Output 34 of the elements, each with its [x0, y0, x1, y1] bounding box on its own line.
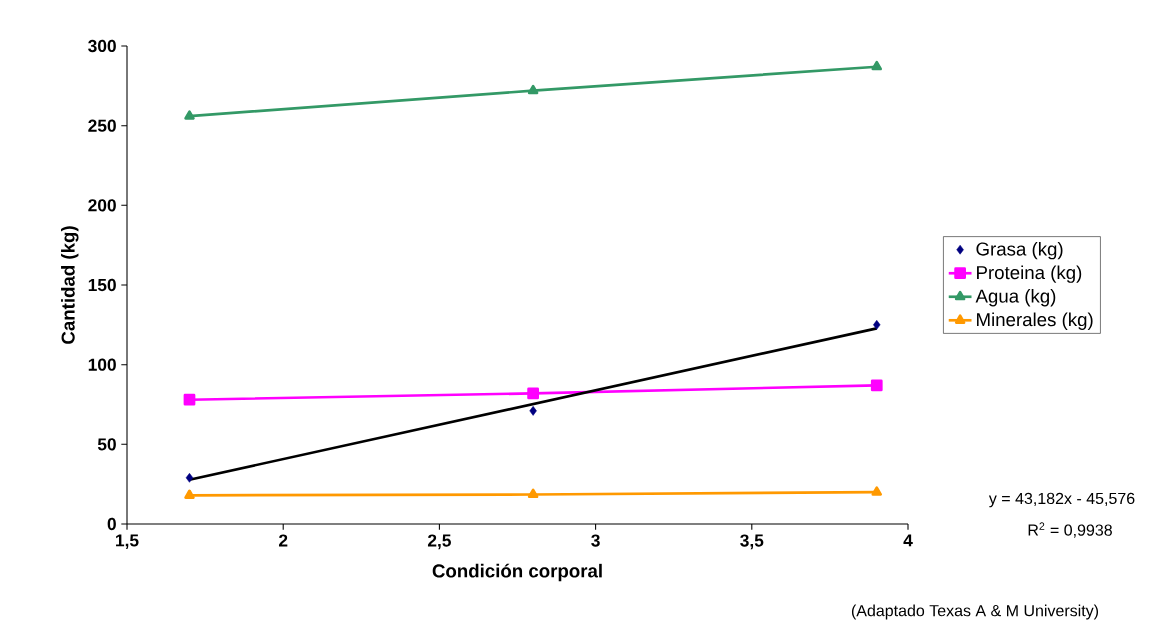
point	[527, 488, 539, 499]
legend-label: Minerales (kg)	[977, 312, 1093, 330]
point	[185, 472, 194, 483]
text: (Adaptado Texas A & M University)	[851, 604, 1099, 620]
x-tick-label: 2,5	[427, 534, 451, 550]
x-tick-label: 3	[591, 534, 600, 547]
x-tick-label: 2	[278, 534, 288, 547]
y-tick-label: 300	[88, 39, 116, 53]
x-tick-label: 4	[903, 534, 913, 547]
x-tick-label: 1,5	[116, 534, 139, 549]
point	[527, 84, 539, 95]
y-axis-title: Cantidad (kg)	[61, 226, 79, 344]
text: y = 43,182x - 45,576	[988, 492, 1135, 508]
point	[870, 379, 883, 392]
legend-label: Proteina (kg)	[977, 265, 1082, 283]
y-tick-label: 50	[97, 438, 116, 451]
point	[184, 489, 195, 499]
point	[184, 110, 195, 120]
y-tick-label: 0	[107, 517, 116, 531]
point	[529, 406, 537, 416]
y-tick-label: 100	[88, 358, 116, 371]
legend-label: Grasa (kg)	[976, 241, 1063, 260]
legend-label: Agua (kg)	[975, 289, 1056, 307]
text: R$^{2}$ = 0,9938	[1028, 522, 1112, 538]
point	[527, 387, 539, 400]
y-tick-label: 250	[88, 119, 116, 132]
point	[183, 393, 196, 406]
point	[871, 486, 883, 496]
point	[873, 320, 881, 330]
y-tick-label: 150	[88, 278, 116, 292]
x-axis-title: Condición corporal	[432, 563, 602, 582]
x-tick-label: 3,5	[740, 534, 764, 550]
y-tick-label: 200	[88, 199, 116, 212]
point	[871, 60, 883, 71]
